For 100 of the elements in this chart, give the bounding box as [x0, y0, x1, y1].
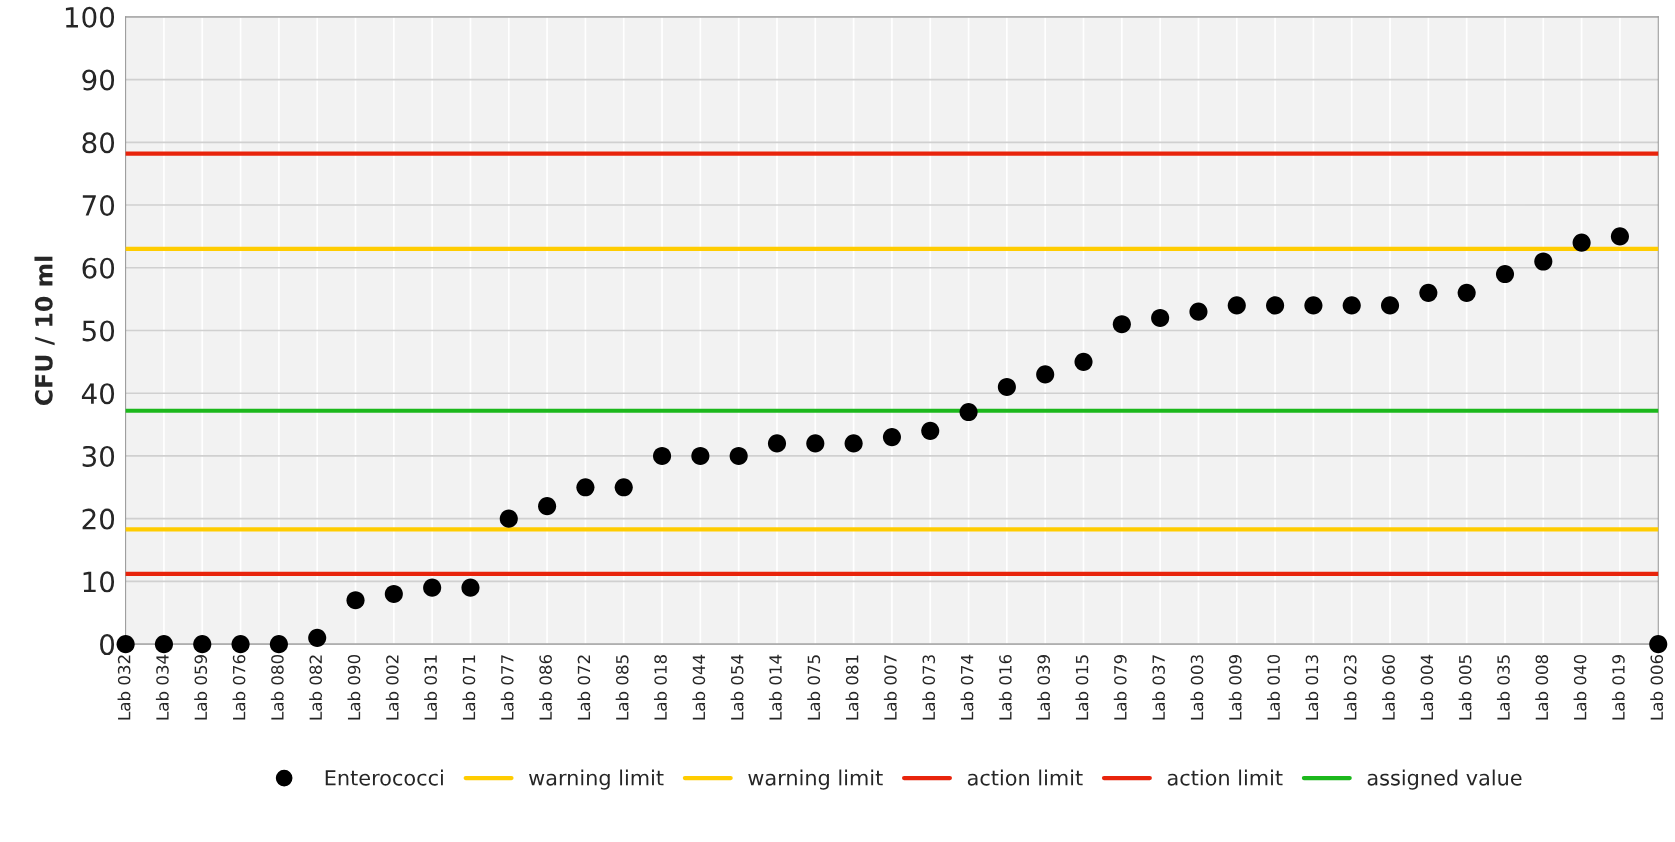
point	[1227, 296, 1246, 315]
x-tick-label: Lab 010	[1267, 654, 1280, 720]
x-tick-label: Lab 059	[194, 655, 208, 720]
y-tick-label: 0	[100, 634, 115, 656]
point	[1189, 302, 1208, 321]
x-tick-label: Lab 080	[270, 654, 284, 720]
point	[193, 635, 212, 654]
x-tick-label: Lab 003	[1190, 655, 1204, 720]
point	[1266, 296, 1285, 315]
x-tick-label: Lab 082	[309, 655, 323, 720]
x-tick-label: Lab 016	[998, 654, 1012, 720]
y-tick-label: 70	[82, 194, 115, 216]
y-tick-label: 10	[83, 571, 115, 593]
x-tick-label: Lab 004	[1420, 654, 1434, 720]
x-tick-label: Lab 044	[692, 654, 706, 720]
point	[614, 478, 633, 497]
x-tick-label: Lab 007	[883, 655, 897, 720]
point	[1649, 635, 1668, 654]
x-tick-label: Lab 054	[730, 654, 744, 720]
x-tick-label: Lab 005	[1458, 655, 1472, 720]
x-tick-label: Lab 085	[615, 655, 629, 720]
point	[1036, 365, 1055, 384]
y-tick-label: 30	[82, 445, 115, 467]
point	[1572, 233, 1591, 252]
point	[384, 584, 403, 603]
x-tick-label: Lab 014	[768, 654, 782, 720]
point	[154, 635, 173, 654]
y-tick-label: 90	[82, 69, 115, 91]
x-tick-label: Lab 023	[1343, 655, 1357, 720]
y-axis-title: CFU / 10 ml	[34, 256, 55, 406]
point	[1112, 315, 1131, 334]
legend-label: warning limit	[529, 769, 664, 790]
point	[269, 635, 288, 654]
x-tick-label: Lab 035	[1496, 655, 1510, 720]
x-tick-label: Lab 040	[1573, 654, 1587, 720]
point	[1457, 283, 1476, 302]
x-tick-label: Lab 081	[845, 655, 859, 720]
point	[882, 428, 901, 447]
legend-label: assigned value	[1367, 769, 1522, 790]
x-tick-label: Lab 077	[500, 655, 514, 720]
point	[997, 377, 1016, 396]
x-tick-label: Lab 072	[577, 655, 591, 720]
x-tick-label: Lab 006	[1650, 654, 1664, 720]
y-tick-label: 60	[82, 257, 115, 279]
point	[538, 497, 557, 516]
point	[1534, 252, 1553, 271]
legend-label: action limit	[1167, 769, 1283, 786]
point	[1380, 296, 1400, 315]
point	[652, 446, 672, 465]
point	[691, 446, 710, 465]
x-tick-label: Lab 037	[1152, 655, 1165, 720]
x-tick-label: Lab 086	[539, 654, 552, 720]
x-tick-label: Lab 034	[155, 654, 169, 720]
x-tick-label: Lab 060	[1381, 654, 1395, 720]
x-tick-label: Lab 071	[462, 655, 476, 720]
x-tick-label: Lab 074	[960, 654, 974, 720]
point	[1304, 296, 1323, 315]
point	[959, 402, 978, 422]
point	[461, 578, 480, 597]
x-tick-label: Lab 079	[1113, 655, 1127, 720]
point	[499, 509, 518, 528]
legend-label: action limit	[967, 769, 1083, 786]
point	[921, 421, 940, 440]
x-tick-label: Lab 013	[1305, 655, 1319, 720]
point	[1074, 352, 1093, 371]
legend-label: warning limit	[748, 769, 883, 790]
point	[1419, 283, 1438, 302]
x-tick-label: Lab 073	[922, 655, 936, 720]
x-tick-label: Lab 031	[424, 655, 437, 720]
point	[423, 578, 442, 597]
x-tick-label: Lab 090	[347, 654, 361, 720]
x-tick-label: Lab 009	[1228, 655, 1242, 720]
x-tick-label: Lab 018	[653, 655, 667, 720]
point	[116, 635, 135, 654]
y-tick-label: 40	[81, 383, 115, 405]
x-tick-label: Lab 076	[232, 654, 246, 720]
point	[1610, 227, 1629, 246]
x-tick-label: Lab 015	[1075, 655, 1089, 720]
x-tick-label: Lab 002	[385, 655, 399, 720]
point	[806, 434, 825, 453]
x-tick-label: Lab 075	[807, 655, 821, 720]
y-tick-label: 20	[82, 508, 115, 530]
point	[1495, 264, 1515, 284]
point	[231, 635, 250, 654]
x-tick-label: Lab 008	[1535, 655, 1549, 720]
point	[767, 434, 787, 453]
y-tick-label: 100	[65, 6, 115, 28]
point	[844, 434, 863, 453]
legend-label: Enterococci	[325, 769, 443, 786]
point	[576, 478, 595, 497]
x-tick-label: Lab 039	[1037, 655, 1051, 720]
point	[1342, 296, 1361, 315]
point	[346, 591, 365, 610]
point	[729, 446, 748, 465]
x-tick-label: Lab 019	[1611, 655, 1625, 720]
y-tick-label: 50	[82, 320, 115, 342]
x-tick-label: Lab 032	[117, 655, 131, 720]
point	[1151, 308, 1170, 327]
y-tick-label: 80	[82, 132, 115, 154]
point	[308, 628, 327, 647]
